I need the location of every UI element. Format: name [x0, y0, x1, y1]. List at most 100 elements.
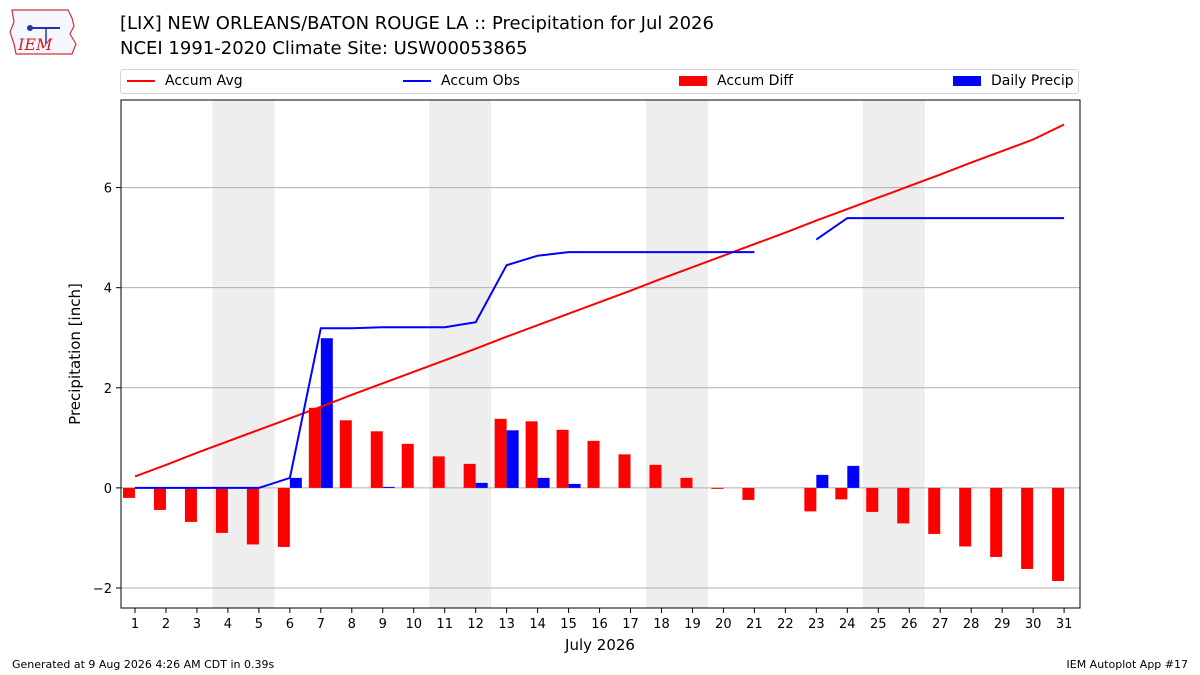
- bar-accum-diff: [525, 421, 538, 488]
- bar-accum-diff: [1052, 487, 1065, 581]
- legend-label-daily-precip: Daily Precip: [991, 73, 1074, 89]
- bar-daily-precip: [289, 477, 302, 488]
- bar-daily-precip: [847, 465, 860, 488]
- weekend-shade: [646, 100, 708, 608]
- plot-frame: [120, 99, 1081, 609]
- bar-daily-precip: [320, 338, 333, 488]
- x-tick-label: 31: [1056, 617, 1073, 632]
- x-tick-label: 13: [498, 617, 515, 632]
- x-tick-label: 25: [870, 617, 887, 632]
- x-tick-label: 23: [808, 617, 825, 632]
- x-tick-label: 20: [715, 617, 732, 632]
- x-tick-label: 5: [255, 617, 263, 632]
- legend-swatch-accum-obs: [403, 80, 431, 82]
- bar-accum-diff: [463, 463, 476, 488]
- y-tick-label: 4: [104, 282, 112, 297]
- bar-accum-diff: [123, 487, 135, 498]
- x-tick-label: 19: [684, 617, 701, 632]
- iem-logo: IEM: [9, 9, 77, 55]
- x-axis-label: July 2026: [564, 636, 635, 654]
- legend-swatch-accum-diff: [679, 76, 707, 86]
- legend-item-accum-obs: Accum Obs: [403, 73, 520, 89]
- bar-accum-diff: [401, 443, 414, 488]
- weekend-shade: [862, 100, 925, 608]
- x-tick-label: 17: [622, 617, 639, 632]
- bar-accum-diff: [308, 407, 321, 488]
- line-accum-avg: [134, 123, 1065, 478]
- bar-accum-diff: [835, 487, 848, 500]
- bar-accum-diff: [587, 440, 600, 488]
- bar-daily-precip: [382, 486, 395, 488]
- legend-label-accum-diff: Accum Diff: [717, 73, 794, 89]
- bar-daily-precip: [568, 483, 581, 488]
- x-tick-label: 7: [317, 617, 325, 632]
- x-tick-label: 1: [131, 617, 139, 632]
- bar-accum-diff: [959, 487, 972, 547]
- bar-accum-diff: [246, 487, 259, 545]
- y-tick-label: −2: [93, 582, 112, 597]
- legend-swatch-daily-precip: [953, 76, 981, 86]
- bar-accum-diff: [866, 487, 879, 512]
- bar-accum-diff: [680, 477, 693, 488]
- x-tick-label: 24: [839, 617, 856, 632]
- bar-accum-diff: [277, 487, 290, 547]
- bar-accum-diff: [1021, 487, 1034, 569]
- bar-accum-diff: [184, 487, 197, 522]
- bar-accum-diff: [990, 487, 1003, 557]
- x-tick-label: 18: [653, 617, 670, 632]
- x-tick-label: 22: [777, 617, 794, 632]
- bar-accum-diff: [153, 487, 166, 510]
- x-tick-label: 28: [963, 617, 980, 632]
- bar-accum-diff: [742, 487, 755, 500]
- svg-text:IEM: IEM: [17, 35, 53, 54]
- x-tick-label: 11: [436, 617, 453, 632]
- bar-accum-diff: [897, 487, 910, 524]
- bar-accum-diff: [370, 431, 383, 488]
- x-tick-label: 10: [405, 617, 422, 632]
- legend-item-accum-diff: Accum Diff: [679, 73, 793, 89]
- x-tick-label: 4: [224, 617, 232, 632]
- bar-accum-diff: [432, 456, 445, 488]
- x-tick-label: 12: [467, 617, 484, 632]
- bar-accum-diff: [215, 487, 228, 533]
- y-tick-label: 6: [104, 182, 112, 197]
- x-tick-label: 16: [591, 617, 608, 632]
- legend: Accum Avg Accum Obs Accum Diff Daily Pre…: [120, 69, 1079, 94]
- legend-label-accum-avg: Accum Avg: [165, 73, 243, 89]
- x-tick-label: 15: [560, 617, 577, 632]
- chart-title: [LIX] NEW ORLEANS/BATON ROUGE LA :: Prec…: [120, 13, 714, 34]
- bar-accum-diff: [804, 487, 817, 512]
- bar-accum-diff: [339, 420, 352, 488]
- line-accum-obs: [135, 251, 755, 489]
- legend-item-daily-precip: Daily Precip: [953, 73, 1074, 89]
- y-tick-label: 2: [104, 382, 112, 397]
- y-axis-label: Precipitation [inch]: [66, 283, 84, 425]
- bar-accum-diff: [494, 418, 507, 488]
- x-tick-label: 9: [379, 617, 387, 632]
- x-tick-label: 14: [529, 617, 546, 632]
- bar-accum-diff: [618, 454, 631, 488]
- y-tick-label: 0: [104, 482, 112, 497]
- footer-generated: Generated at 9 Aug 2026 4:26 AM CDT in 0…: [12, 658, 275, 671]
- legend-swatch-accum-avg: [127, 80, 155, 82]
- bar-accum-diff: [556, 429, 569, 488]
- footer-app: IEM Autoplot App #17: [1066, 658, 1189, 671]
- bar-accum-diff: [928, 487, 941, 534]
- bar-accum-diff: [711, 487, 724, 489]
- bar-accum-diff: [649, 464, 662, 488]
- x-tick-label: 21: [746, 617, 763, 632]
- bar-daily-precip: [506, 430, 519, 488]
- bar-daily-precip: [537, 477, 550, 488]
- x-tick-label: 30: [1025, 617, 1042, 632]
- legend-label-accum-obs: Accum Obs: [441, 73, 520, 89]
- x-tick-label: 27: [932, 617, 949, 632]
- bar-daily-precip: [816, 474, 829, 488]
- x-tick-label: 3: [193, 617, 201, 632]
- x-tick-label: 6: [286, 617, 294, 632]
- bar-daily-precip: [475, 482, 488, 488]
- chart-subtitle: NCEI 1991-2020 Climate Site: USW00053865: [120, 38, 528, 59]
- x-tick-label: 29: [994, 617, 1011, 632]
- x-tick-label: 2: [162, 617, 170, 632]
- x-tick-label: 26: [901, 617, 918, 632]
